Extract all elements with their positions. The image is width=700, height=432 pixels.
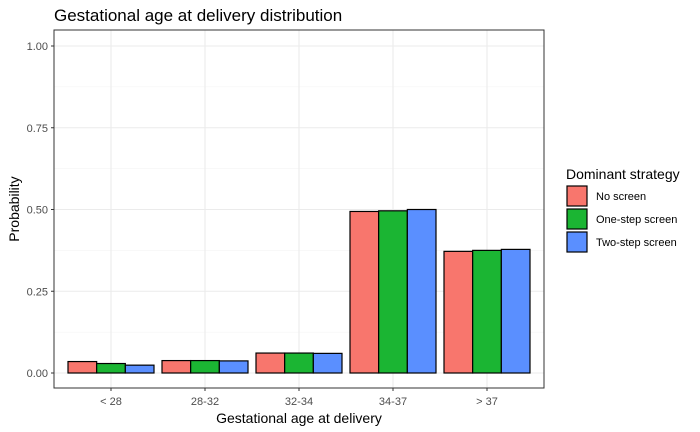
legend-swatch	[566, 231, 588, 253]
grid-major	[54, 30, 544, 388]
legend-label: No screen	[596, 191, 646, 203]
bar	[190, 359, 220, 374]
y-axis-title: Probability	[6, 176, 22, 241]
bar	[312, 352, 343, 374]
bar	[406, 208, 437, 374]
x-tick-label: 34-37	[379, 396, 407, 408]
y-axis: 0.00 0.25 0.50 0.75 1.00	[27, 41, 54, 380]
y-tick-label: 0.25	[27, 286, 48, 298]
bar	[255, 352, 286, 374]
legend-swatch	[566, 185, 588, 207]
legend-label: Two-step screen	[596, 237, 677, 249]
bar	[96, 362, 126, 374]
bar	[218, 360, 249, 374]
x-axis-title: Gestational age at delivery	[216, 410, 382, 426]
bar	[443, 250, 474, 374]
legend-label: One-step screen	[596, 214, 677, 226]
x-tick-label: 32-34	[285, 396, 313, 408]
legend: Dominant strategy No screen One-step scre…	[566, 166, 680, 253]
bar	[500, 248, 531, 374]
y-tick-label: 0.75	[27, 123, 48, 135]
legend-title: Dominant strategy	[566, 166, 680, 182]
y-tick-label: 1.00	[27, 41, 48, 53]
x-tick-label: 28-32	[191, 396, 219, 408]
x-tick-label: < 28	[100, 396, 122, 408]
chart-title: Gestational age at delivery distribution	[54, 6, 342, 25]
bar	[284, 352, 314, 374]
bar	[472, 249, 502, 374]
bar	[378, 210, 408, 374]
bar	[161, 359, 192, 374]
legend-items: No screen One-step screen Two-step screen	[566, 185, 677, 253]
bars	[67, 208, 531, 374]
bar	[67, 360, 98, 374]
y-tick-label: 0.00	[27, 368, 48, 380]
x-axis: < 28 28-32 32-34 34-37 > 37	[100, 388, 498, 408]
bar	[124, 364, 155, 374]
x-tick-label: > 37	[476, 396, 498, 408]
bar	[349, 210, 380, 374]
y-tick-label: 0.50	[27, 205, 48, 217]
legend-swatch	[566, 208, 588, 230]
